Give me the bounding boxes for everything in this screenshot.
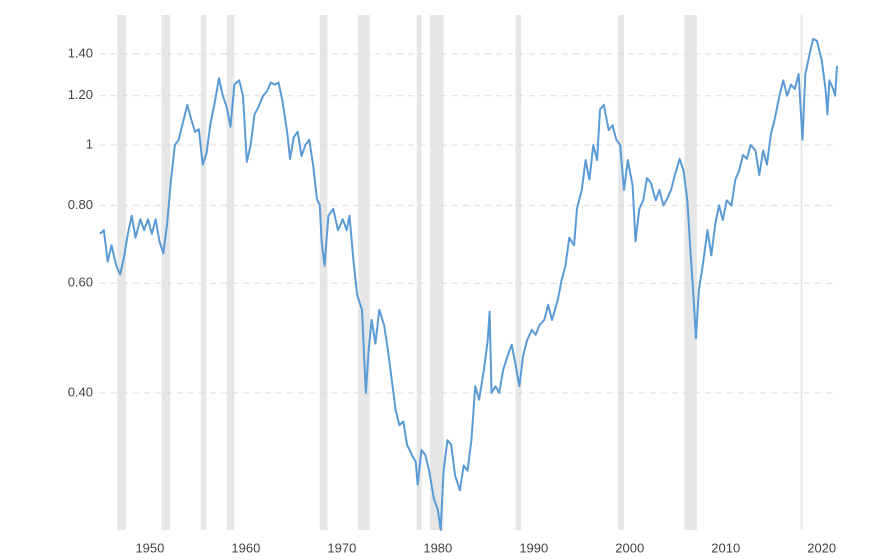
recession-band — [515, 15, 522, 530]
recession-band — [684, 15, 697, 530]
x-tick-label: 1970 — [327, 540, 356, 555]
recession-band — [618, 15, 624, 530]
recession-band — [800, 15, 803, 530]
recession-band — [161, 15, 171, 530]
x-tick-label: 1960 — [231, 540, 260, 555]
x-tick-label: 2010 — [711, 540, 740, 555]
x-tick-label: 1950 — [135, 540, 164, 555]
x-tick-label: 2000 — [615, 540, 644, 555]
y-tick-label: 0.80 — [68, 197, 93, 212]
x-tick-label: 1990 — [519, 540, 548, 555]
y-tick-label: 1 — [86, 136, 93, 151]
y-tick-label: 0.60 — [68, 275, 93, 290]
recession-band — [200, 15, 207, 530]
y-tick-label: 1.40 — [68, 45, 93, 60]
recession-band — [319, 15, 328, 530]
recession-band — [416, 15, 422, 530]
data-line — [99, 37, 839, 531]
y-tick-label: 0.40 — [68, 384, 93, 399]
y-tick-label: 1.20 — [68, 87, 93, 102]
x-tick-label: 1980 — [423, 540, 452, 555]
recession-band — [358, 15, 370, 530]
x-tick-label: 2020 — [807, 540, 836, 555]
recession-band — [226, 15, 235, 530]
recession-band — [430, 15, 444, 530]
